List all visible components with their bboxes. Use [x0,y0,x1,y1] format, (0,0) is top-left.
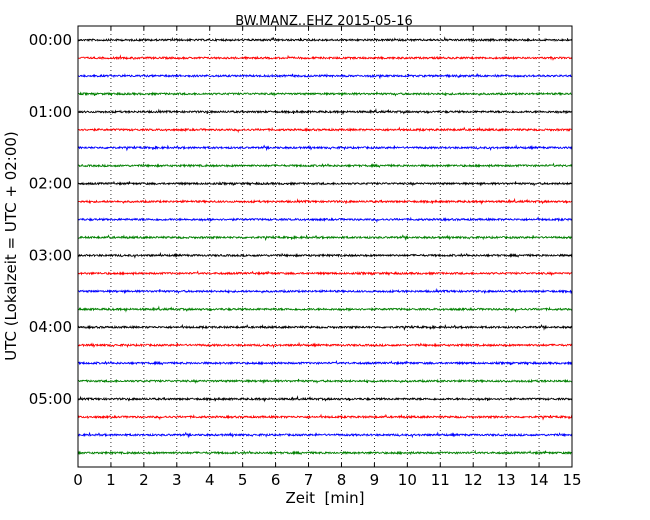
trace-line [77,378,573,385]
trace-line [77,395,573,403]
axis-ticks [77,26,573,467]
trace-line [77,287,573,295]
x-tick-label: 13 [497,471,516,489]
plot-frame [77,25,573,468]
trace-line [77,72,573,80]
trace-line [77,449,573,456]
x-tick-label: 9 [370,471,380,489]
trace-line [77,54,573,61]
trace-line [77,91,573,97]
x-tick-label: 0 [73,471,83,489]
trace-line [77,144,573,152]
x-tick-labels: 0 1 2 3 4 5 6 7 8 9 10 11 12 13 14 15 [73,471,581,489]
trace-line [77,234,573,242]
y-axis-label: UTC (Lokalzeit = UTC + 02:00) [2,131,20,361]
trace-line [77,107,573,116]
chart-title: BW.MANZ..EHZ 2015-05-16 [235,14,413,29]
trace-line [77,305,573,313]
trace-line [77,431,573,439]
trace-line [77,413,573,421]
trace-line [77,36,573,43]
x-tick-label: 4 [205,471,215,489]
y-tick-label: 00:00 [29,31,72,49]
y-tick-label: 04:00 [29,318,72,336]
trace-line [77,197,573,206]
y-tick-label: 05:00 [29,390,72,408]
grid-lines [110,26,540,467]
trace-line [77,359,573,366]
x-tick-label: 8 [337,471,347,489]
x-tick-label: 1 [106,471,116,489]
trace-line [77,323,573,331]
trace-lines [77,36,573,456]
trace-line [77,270,573,277]
x-tick-label: 2 [139,471,149,489]
trace-line [77,216,573,223]
x-tick-label: 12 [464,471,483,489]
trace-line [77,251,573,259]
x-axis-label: Zeit [min] [285,489,364,507]
y-tick-label: 02:00 [29,175,72,193]
x-tick-label: 6 [271,471,281,489]
trace-line [77,341,573,349]
trace-line [77,162,573,169]
trace-line [77,180,573,187]
x-tick-label: 10 [398,471,417,489]
x-tick-label: 5 [238,471,248,489]
trace-line [77,126,573,134]
y-tick-labels: 00:00 01:00 02:00 03:00 04:00 05:00 [29,31,72,408]
x-tick-label: 14 [530,471,549,489]
x-tick-label: 7 [304,471,314,489]
x-tick-label: 15 [562,471,581,489]
y-tick-label: 01:00 [29,103,72,121]
y-tick-label: 03:00 [29,246,72,264]
x-tick-label: 11 [431,471,450,489]
x-tick-label: 3 [172,471,182,489]
